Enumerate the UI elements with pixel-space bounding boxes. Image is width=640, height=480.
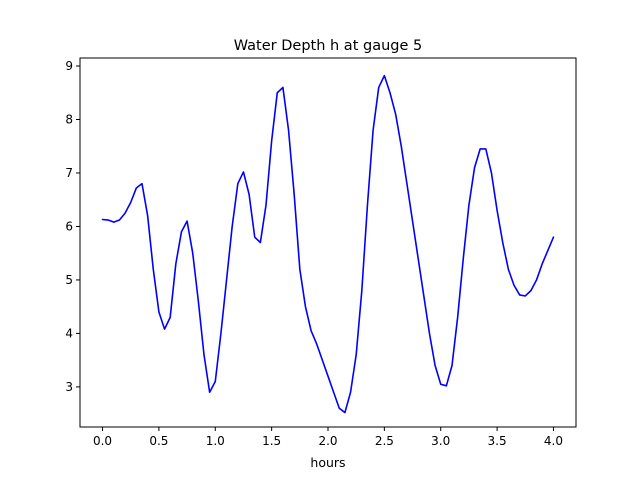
x-axis: 0.0 0.5 1.0 1.5 2.0 2.5 3.0 3.5 4.0	[93, 427, 563, 448]
y-tick-label: 5	[65, 273, 73, 287]
y-tick-label: 8	[65, 113, 73, 127]
y-tick-label: 9	[65, 59, 73, 73]
x-axis-label: hours	[310, 455, 345, 470]
y-tick-label: 7	[65, 166, 73, 180]
x-tick-label: 1.5	[262, 434, 281, 448]
x-tick-label: 0.0	[93, 434, 112, 448]
series-line-0	[101, 74, 555, 414]
x-tick-label: 4.0	[544, 434, 563, 448]
y-axis: 3 4 5 6 7 8 9	[65, 59, 80, 394]
x-tick-label: 3.0	[431, 434, 450, 448]
y-tick-label: 3	[65, 380, 73, 394]
y-tick-label: 6	[65, 219, 73, 233]
x-tick-label: 3.5	[488, 434, 507, 448]
plot-area	[101, 74, 555, 414]
x-tick-label: 2.5	[375, 434, 394, 448]
x-tick-label: 0.5	[149, 434, 168, 448]
x-tick-label: 2.0	[318, 434, 337, 448]
x-tick-label: 1.0	[206, 434, 225, 448]
y-tick-label: 4	[65, 326, 73, 340]
chart-title: Water Depth h at gauge 5	[234, 38, 422, 54]
